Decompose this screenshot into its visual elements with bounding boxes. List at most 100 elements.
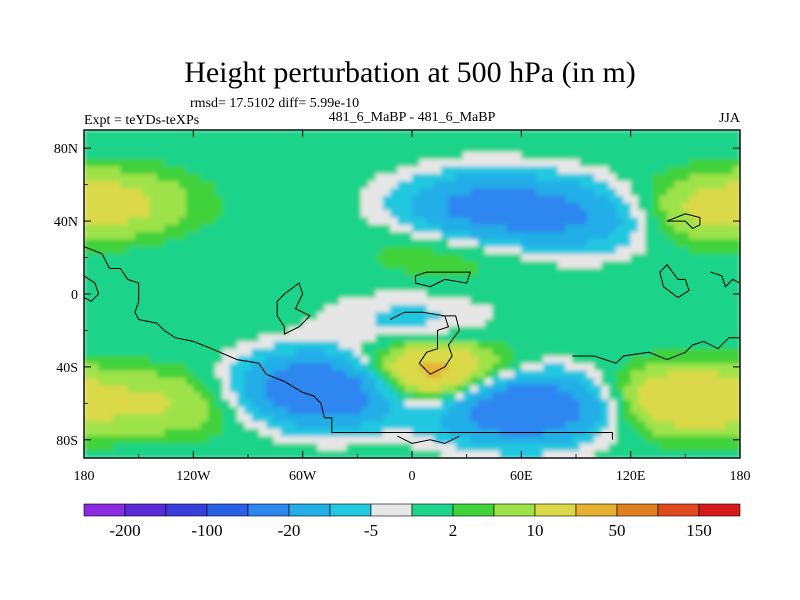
contour-cell <box>135 414 143 423</box>
contour-cell <box>317 137 326 146</box>
contour-cell <box>120 304 129 313</box>
contour-cell <box>419 268 428 277</box>
contour-cell <box>630 217 639 226</box>
contour-cell <box>317 130 326 138</box>
contour-cell <box>120 188 129 197</box>
contour-cell <box>572 341 581 350</box>
contour-cell <box>295 443 304 452</box>
contour-cell <box>426 195 435 204</box>
contour-cell <box>142 181 151 189</box>
contour-cell <box>251 181 260 189</box>
contour-cell <box>448 414 457 423</box>
contour-cell <box>492 414 501 423</box>
contour-cell <box>412 261 420 270</box>
contour-cell <box>288 239 296 248</box>
contour-cell <box>375 377 384 386</box>
contour-cell <box>186 443 194 452</box>
contour-cell <box>528 443 537 452</box>
contour-cell <box>222 181 231 189</box>
contour-cell <box>105 290 114 299</box>
contour-cell <box>266 443 275 452</box>
contour-cell <box>105 239 114 248</box>
contour-cell <box>514 370 522 379</box>
contour-cell <box>171 130 180 138</box>
contour-cell <box>506 421 515 430</box>
contour-cell <box>492 334 501 342</box>
contour-cell <box>550 392 559 401</box>
contour-cell <box>565 334 573 342</box>
contour-cell <box>397 312 406 321</box>
contour-cell <box>674 436 683 445</box>
contour-cell <box>368 436 377 445</box>
contour-cell <box>302 239 311 248</box>
contour-cell <box>732 253 740 262</box>
coastline-segment <box>84 275 100 302</box>
contour-cell <box>317 297 326 306</box>
contour-cell <box>470 181 479 189</box>
contour-cell <box>193 188 202 197</box>
contour-cell <box>514 173 522 182</box>
contour-cell <box>637 334 646 342</box>
contour-cell <box>156 297 165 306</box>
contour-cell <box>186 166 194 175</box>
contour-cell <box>718 399 727 408</box>
contour-cell <box>273 232 282 240</box>
contour-cell <box>339 341 347 350</box>
contour-cell <box>382 312 391 321</box>
contour-cell <box>390 392 399 401</box>
contour-cell <box>506 385 515 393</box>
contour-cell <box>331 195 340 204</box>
contour-cell <box>718 151 727 160</box>
contour-cell <box>229 181 238 189</box>
contour-cell <box>455 443 464 452</box>
contour-cell <box>368 239 377 248</box>
contour-cell <box>455 283 464 291</box>
contour-cell <box>412 159 420 168</box>
contour-cell <box>404 341 413 350</box>
contour-cell <box>623 392 632 401</box>
contour-cell <box>579 414 588 423</box>
contour-cell <box>113 377 122 386</box>
contour-cell <box>193 304 202 313</box>
contour-cell <box>441 137 450 146</box>
contour-cell <box>113 297 122 306</box>
contour-cell <box>288 210 296 219</box>
contour-cell <box>346 392 355 401</box>
contour-cell <box>229 195 238 204</box>
contour-cell <box>557 312 566 321</box>
contour-cell <box>674 414 683 423</box>
contour-cell <box>579 443 588 452</box>
contour-cell <box>463 377 471 386</box>
contour-cell <box>280 304 289 313</box>
contour-cell <box>339 181 347 189</box>
contour-cell <box>244 385 253 393</box>
contour-cell <box>266 195 275 204</box>
contour-cell <box>659 341 668 350</box>
contour-cell <box>725 261 734 270</box>
contour-cell <box>426 392 435 401</box>
contour-cell <box>710 355 719 364</box>
contour-cell <box>207 239 216 248</box>
contour-cell <box>521 232 530 240</box>
contour-cell <box>207 319 216 328</box>
contour-cell <box>463 443 471 452</box>
contour-cell <box>331 297 340 306</box>
contour-cell <box>470 217 479 226</box>
contour-cell <box>616 319 624 328</box>
contour-cell <box>207 348 216 357</box>
contour-cell <box>718 326 727 335</box>
contour-cell <box>703 159 712 168</box>
contour-cell <box>477 436 486 445</box>
contour-cell <box>317 232 326 240</box>
contour-cell <box>353 443 362 452</box>
contour-cell <box>375 268 384 277</box>
contour-cell <box>404 421 413 430</box>
contour-cell <box>295 312 304 321</box>
contour-cell <box>397 348 406 357</box>
contour-cell <box>382 181 391 189</box>
contour-cell <box>404 370 413 379</box>
contour-cell <box>382 370 391 379</box>
contour-cell <box>499 450 508 458</box>
contour-cell <box>346 202 355 211</box>
contour-cell <box>105 268 114 277</box>
